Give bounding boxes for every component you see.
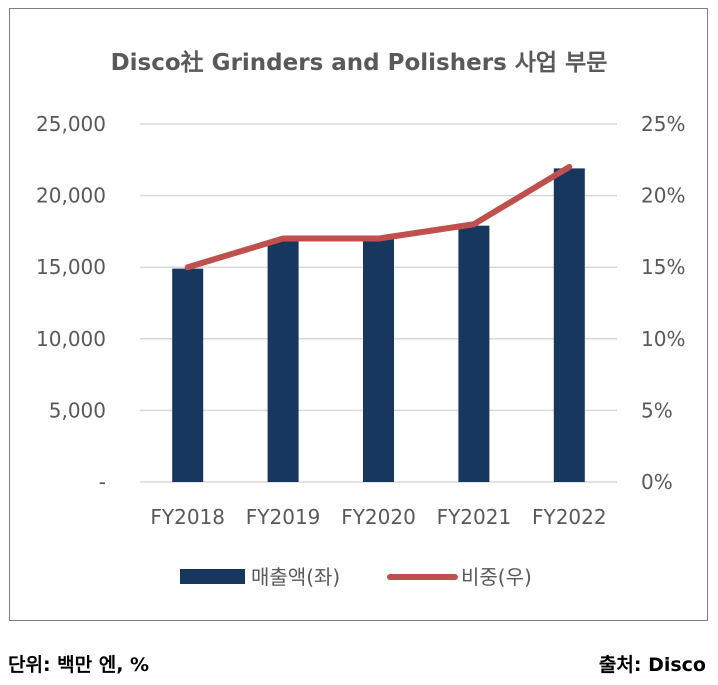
chart-frame	[9, 8, 708, 621]
x-tick-label: FY2019	[246, 505, 321, 529]
y-right-tick-label: 20%	[641, 184, 685, 208]
y-left-tick-label: 10,000	[36, 327, 106, 351]
x-tick-label: FY2022	[532, 505, 607, 529]
y-left-tick-label: 20,000	[36, 184, 106, 208]
y-left-tick-label: -	[99, 470, 106, 494]
legend-bar-label: 매출액(좌)	[251, 565, 340, 589]
unit-note: 단위: 백만 엔, %	[8, 654, 150, 676]
y-left-tick-label: 15,000	[36, 255, 106, 279]
bar	[363, 238, 394, 482]
bar	[267, 241, 299, 482]
bar	[553, 168, 585, 482]
x-tick-label: FY2018	[150, 505, 225, 529]
y-left-tick-label: 5,000	[49, 398, 106, 422]
y-right-tick-label: 10%	[641, 327, 685, 351]
y-right-tick-label: 15%	[641, 255, 685, 279]
chart-title: Disco社 Grinders and Polishers 사업 부문	[111, 49, 608, 76]
legend-line-label: 비중(우)	[461, 565, 532, 589]
bar	[458, 225, 490, 482]
y-right-tick-label: 25%	[641, 112, 685, 136]
y-left-tick-label: 25,000	[36, 112, 106, 136]
source-note: 출처: Disco	[598, 654, 706, 676]
bar	[172, 268, 204, 482]
legend-bar-swatch	[180, 569, 245, 584]
x-tick-label: FY2021	[437, 505, 512, 529]
y-right-tick-label: 5%	[641, 398, 673, 422]
x-tick-label: FY2020	[341, 505, 416, 529]
y-right-tick-label: 0%	[641, 470, 673, 494]
